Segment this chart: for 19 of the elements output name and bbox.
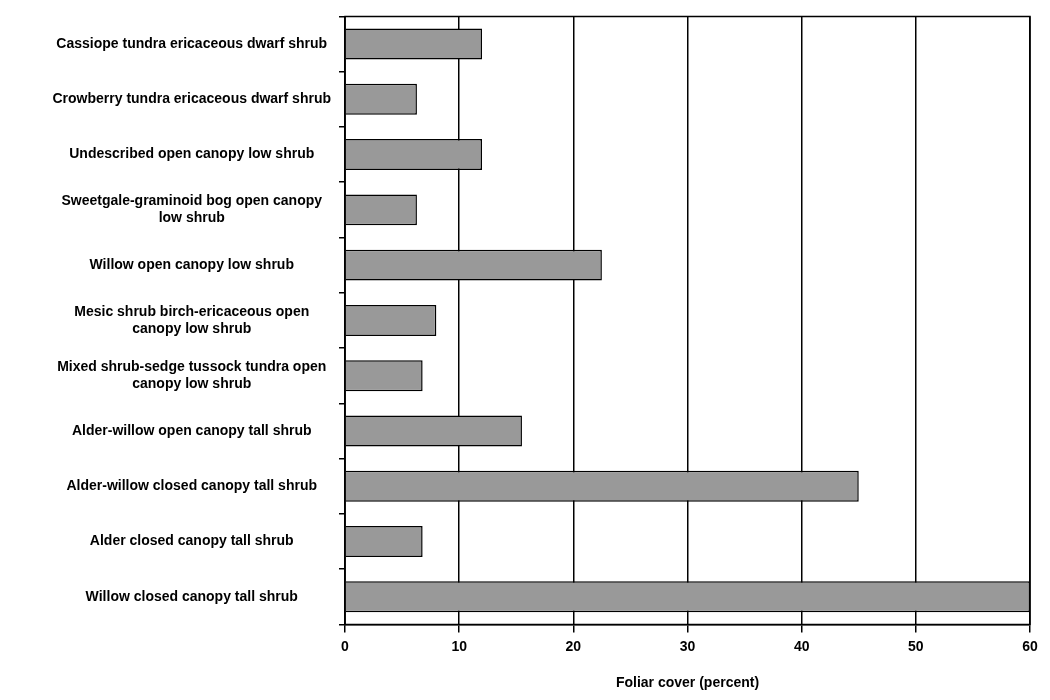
y-tick-label: Mesic shrub birch-ericaceous open canopy low shrub xyxy=(74,302,310,336)
y-tick-label: Willow open canopy low shrub xyxy=(89,255,294,272)
y-tick-label: Sweetgale-graminoid bog open canopy low shrub xyxy=(61,192,323,226)
x-axis-title: Foliar cover (percent) xyxy=(615,674,760,691)
x-tick-label: 50 xyxy=(908,637,924,654)
y-tick-label: Mixed shrub-sedge tussock tundra open canopy low shrub xyxy=(57,358,327,391)
y-tick-label: Crowberry tundra ericaceous dwarf shrub xyxy=(52,90,332,107)
x-tick-label: 30 xyxy=(679,637,696,654)
x-tick-label: 10 xyxy=(451,637,468,654)
x-tick-label: 60 xyxy=(1022,637,1038,654)
y-tick-label: Alder-willow closed canopy tall shrub xyxy=(66,477,317,494)
x-tick-label: 0 xyxy=(341,637,350,654)
y-tick-label: Alder-willow open canopy tall shrub xyxy=(71,421,312,438)
x-tick-label: 20 xyxy=(565,637,582,654)
y-tick-label: Undescribed open canopy low shrub xyxy=(69,145,315,162)
x-tick-label: 40 xyxy=(793,637,810,654)
y-tick-label: Willow closed canopy tall shrub xyxy=(85,587,298,604)
y-tick-label: Alder closed canopy tall shrub xyxy=(89,532,294,549)
y-tick-label: Cassiope tundra ericaceous dwarf shrub xyxy=(56,34,328,51)
